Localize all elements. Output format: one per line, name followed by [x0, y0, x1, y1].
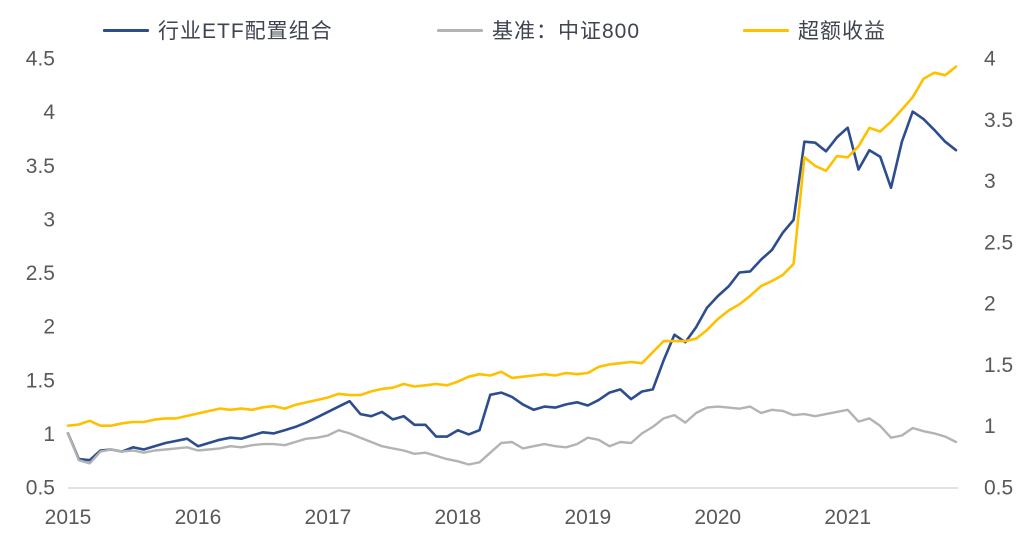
x-axis-tick-label: 2019 [564, 506, 611, 529]
y-axis-left-tick-label: 3 [43, 208, 55, 231]
y-axis-right-tick-label: 1.5 [984, 354, 1013, 377]
legend-item-portfolio: 行业ETF配置组合 [103, 15, 333, 45]
y-axis-right-tick-label: 3 [984, 170, 996, 193]
legend-label-portfolio: 行业ETF配置组合 [158, 20, 333, 43]
x-axis-tick-label: 2015 [45, 506, 92, 529]
y-axis-left-tick-label: 3.5 [26, 155, 55, 178]
legend-line-swatch-excess-return [743, 28, 789, 32]
legend-item-excess-return: 超额收益 [743, 15, 886, 45]
y-axis-left-tick-label: 1.5 [26, 369, 55, 392]
excess-return-line [66, 65, 958, 428]
y-axis-left-tick-label: 0.5 [26, 477, 55, 500]
x-axis-tick-label: 2016 [175, 506, 222, 529]
chart-legend: 行业ETF配置组合 基准：中证800 超额收益 [0, 0, 1032, 46]
x-axis-tick-label: 2021 [824, 506, 871, 529]
legend-label-benchmark: 基准：中证800 [492, 20, 641, 43]
legend-label-excess-return: 超额收益 [798, 20, 886, 43]
y-axis-left-tick-label: 4.5 [26, 48, 55, 71]
y-axis-right-tick-label: 3.5 [984, 109, 1013, 132]
y-axis-right-tick-label: 1 [984, 415, 996, 438]
x-axis-tick-label: 2018 [434, 506, 481, 529]
y-axis-right-tick-label: 2 [984, 293, 996, 316]
legend-line-swatch-portfolio [103, 28, 149, 32]
y-axis-left-tick-label: 4 [43, 101, 55, 124]
portfolio-line [66, 110, 958, 462]
legend-item-benchmark: 基准：中证800 [437, 15, 640, 45]
y-axis-left-tick-label: 2 [43, 316, 55, 339]
legend-line-swatch-benchmark [437, 28, 483, 32]
x-axis-tick-label: 2017 [305, 506, 352, 529]
y-axis-left-tick-label: 2.5 [26, 262, 55, 285]
benchmark-line [66, 405, 958, 466]
x-axis-tick-label: 2020 [694, 506, 741, 529]
y-axis-right-tick-label: 2.5 [984, 231, 1013, 254]
y-axis-left-tick-label: 1 [43, 423, 55, 446]
y-axis-right-tick-label: 0.5 [984, 477, 1013, 500]
y-axis-right-tick-label: 4 [984, 48, 996, 71]
